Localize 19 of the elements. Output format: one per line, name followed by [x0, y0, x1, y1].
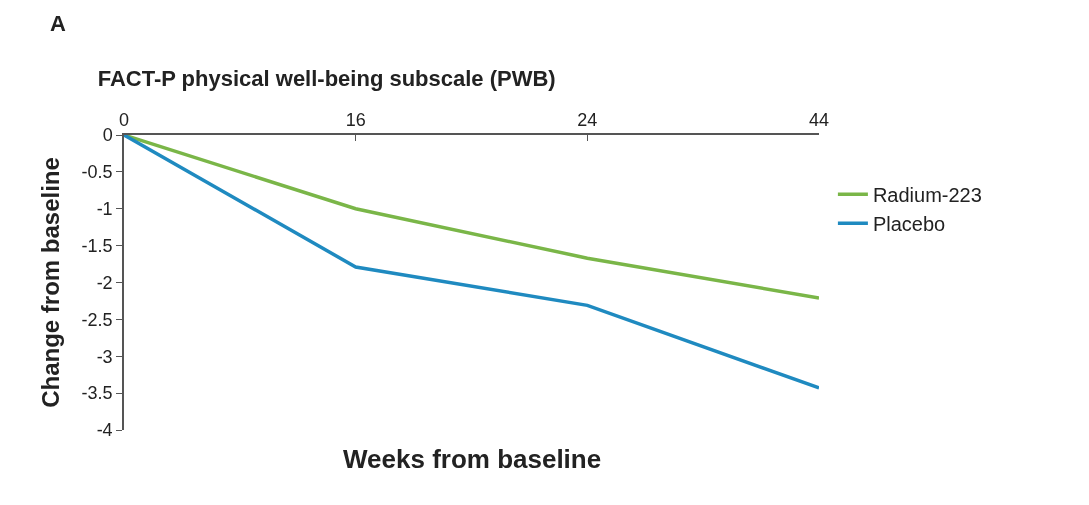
y-tick-label: -1 — [96, 199, 113, 220]
y-tick-label: -1.5 — [81, 235, 113, 256]
x-tick-label: 16 — [345, 110, 366, 131]
legend-label: Radium-223 — [872, 184, 982, 207]
chart-title: FACT-P physical well-being subscale (PWB) — [97, 66, 556, 92]
x-tick-label: 0 — [118, 110, 130, 131]
y-tick-label: -3.5 — [81, 383, 113, 404]
y-axis-title: Change from baseline — [37, 157, 65, 408]
y-tick-label: 0 — [102, 125, 113, 146]
y-tick-label: -0.5 — [81, 162, 113, 183]
y-tick-label: -2 — [96, 272, 113, 293]
legend-label: Placebo — [872, 213, 946, 236]
x-axis-title: Weeks from baseline — [343, 444, 602, 474]
x-tick-label: 24 — [577, 110, 598, 131]
x-tick-label: 44 — [808, 110, 830, 131]
y-tick-label: -3 — [96, 346, 113, 367]
y-tick-label: -4 — [96, 420, 113, 441]
text: A — [50, 11, 66, 36]
y-tick-label: -2.5 — [81, 309, 113, 330]
